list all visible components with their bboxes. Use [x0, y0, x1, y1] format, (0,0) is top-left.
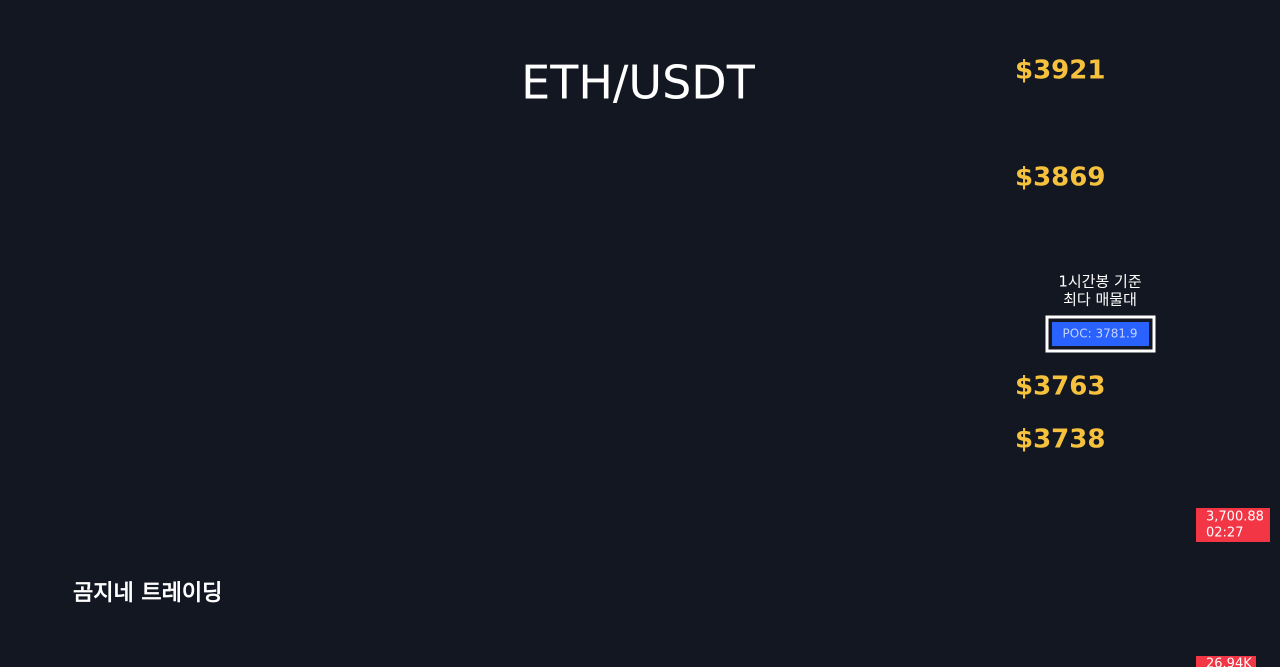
volume-label: 26.94K	[1206, 657, 1252, 667]
volume-box	[1196, 656, 1256, 667]
level-label: $3738	[1015, 425, 1105, 455]
chart-title: ETH/USDT	[521, 56, 756, 110]
watermark: 곰지네 트레이딩	[73, 581, 222, 606]
countdown: 02:27	[1206, 526, 1243, 541]
note: 1시간봉 기준	[1058, 273, 1142, 291]
level-label: $3869	[1015, 163, 1105, 193]
level-label: $3921	[1015, 56, 1105, 86]
level-label: $3763	[1015, 372, 1105, 402]
note: 최다 매물대	[1063, 291, 1137, 309]
poc-box	[1052, 322, 1149, 346]
last-price-label: 3,700.88	[1206, 510, 1264, 525]
poc-label: POC: 3781.9	[1063, 327, 1138, 341]
poc-frame	[1045, 315, 1156, 353]
price-box	[1196, 508, 1270, 542]
